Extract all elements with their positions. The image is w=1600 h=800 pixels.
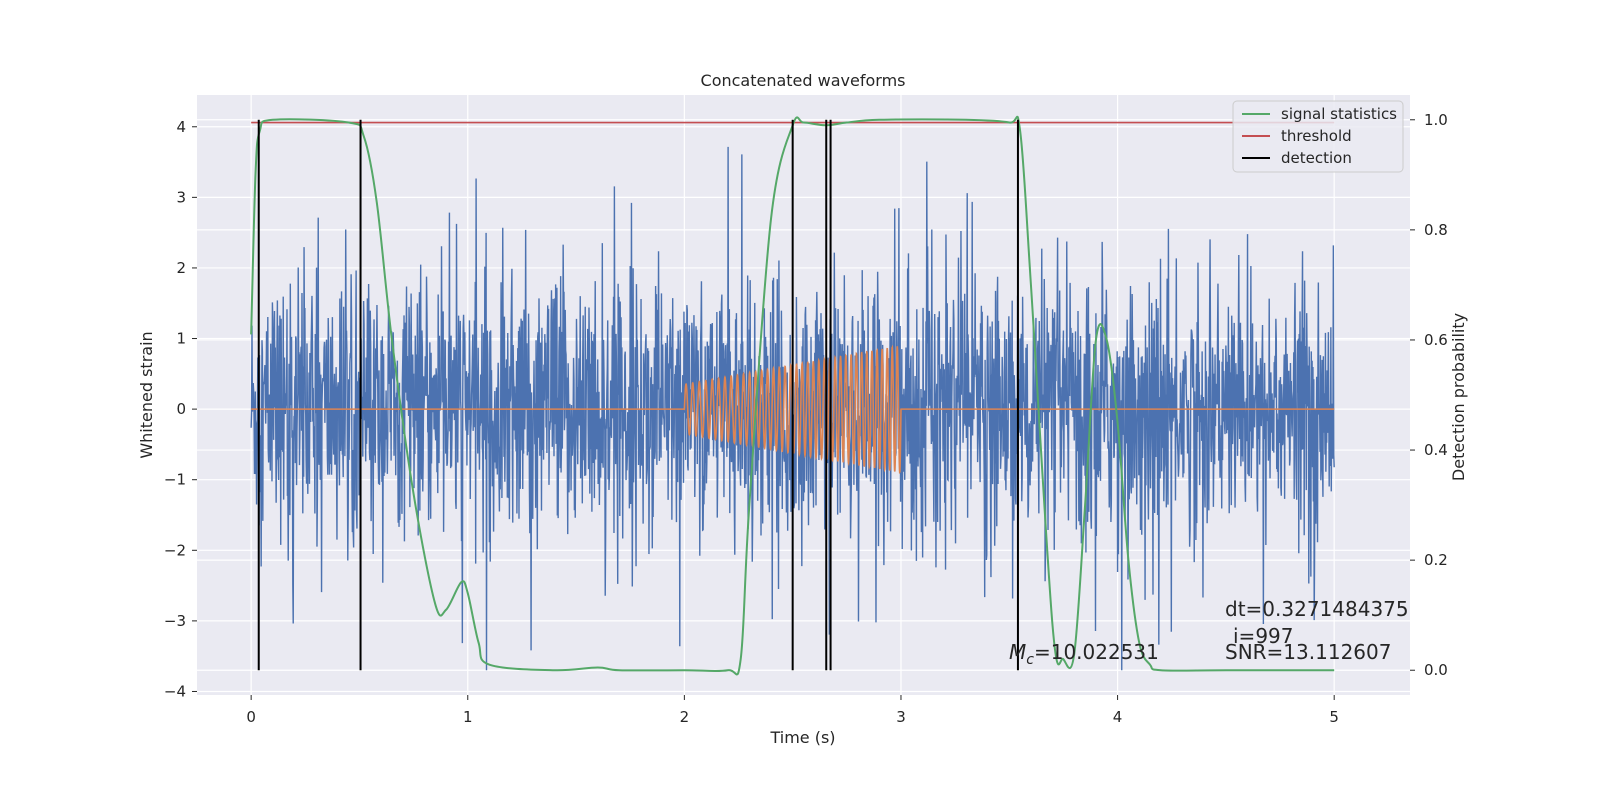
series-signal-statistics-line bbox=[250, 115, 1335, 676]
x-tick-label: 2 bbox=[680, 708, 690, 726]
y-left-tick-label: −4 bbox=[164, 682, 186, 700]
y-right-tick-label: 0.4 bbox=[1424, 441, 1448, 459]
y-left-tick-label: 0 bbox=[176, 400, 186, 418]
x-tick-label: 4 bbox=[1113, 708, 1123, 726]
x-axis-label: Time (s) bbox=[769, 728, 835, 747]
y-right-tick-label: 1.0 bbox=[1424, 111, 1448, 129]
legend: signal statistics threshold detection bbox=[1232, 100, 1404, 173]
y-left-tick-label: 4 bbox=[176, 118, 186, 136]
annotation-index: i=997 bbox=[1233, 624, 1294, 648]
y-left-tick-label: 1 bbox=[176, 330, 186, 348]
legend-label-detection: detection bbox=[1281, 149, 1352, 167]
y-right-tick-label: 0.2 bbox=[1424, 551, 1448, 569]
series-layer bbox=[250, 115, 1335, 676]
x-tick-label: 5 bbox=[1329, 708, 1339, 726]
chart-title: Concatenated waveforms bbox=[701, 71, 906, 90]
mc-symbol: M bbox=[1009, 640, 1026, 664]
mc-subscript: c bbox=[1026, 652, 1034, 668]
y-right-tick-label: 0.8 bbox=[1424, 221, 1448, 239]
y-right-tick-label: 0.6 bbox=[1424, 331, 1448, 349]
x-tick-label: 3 bbox=[896, 708, 906, 726]
mc-value: =10.022531 bbox=[1034, 640, 1159, 664]
y-left-tick-label: −1 bbox=[164, 471, 186, 489]
y-left-tick-label: 2 bbox=[176, 259, 186, 277]
legend-label-threshold: threshold bbox=[1281, 127, 1352, 145]
annotation-dt: dt=0.3271484375 bbox=[1225, 597, 1409, 621]
legend-box bbox=[1232, 100, 1404, 173]
x-tick-label: 0 bbox=[246, 708, 256, 726]
ticks-layer: 0 1 2 3 4 5 4 3 2 1 0 −1 −2 −3 −4 1.0 0.8 0.6 0.4 0.2 0.0 bbox=[164, 111, 1448, 726]
legend-label-signal-statistics: signal statistics bbox=[1281, 105, 1397, 123]
y-left-tick-label: −3 bbox=[164, 612, 186, 630]
y-left-tick-label: 3 bbox=[176, 188, 186, 206]
annotation-snr: SNR=13.112607 bbox=[1225, 640, 1391, 664]
y-right-tick-label: 0.0 bbox=[1424, 661, 1448, 679]
y-left-tick-label: −2 bbox=[164, 541, 186, 559]
y-axis-left-label: Whitened strain bbox=[137, 331, 156, 458]
y-axis-right-label: Detection probability bbox=[1449, 313, 1468, 481]
annotation-chirp-mass: Mc=10.022531 bbox=[1009, 640, 1159, 668]
x-tick-label: 1 bbox=[463, 708, 473, 726]
